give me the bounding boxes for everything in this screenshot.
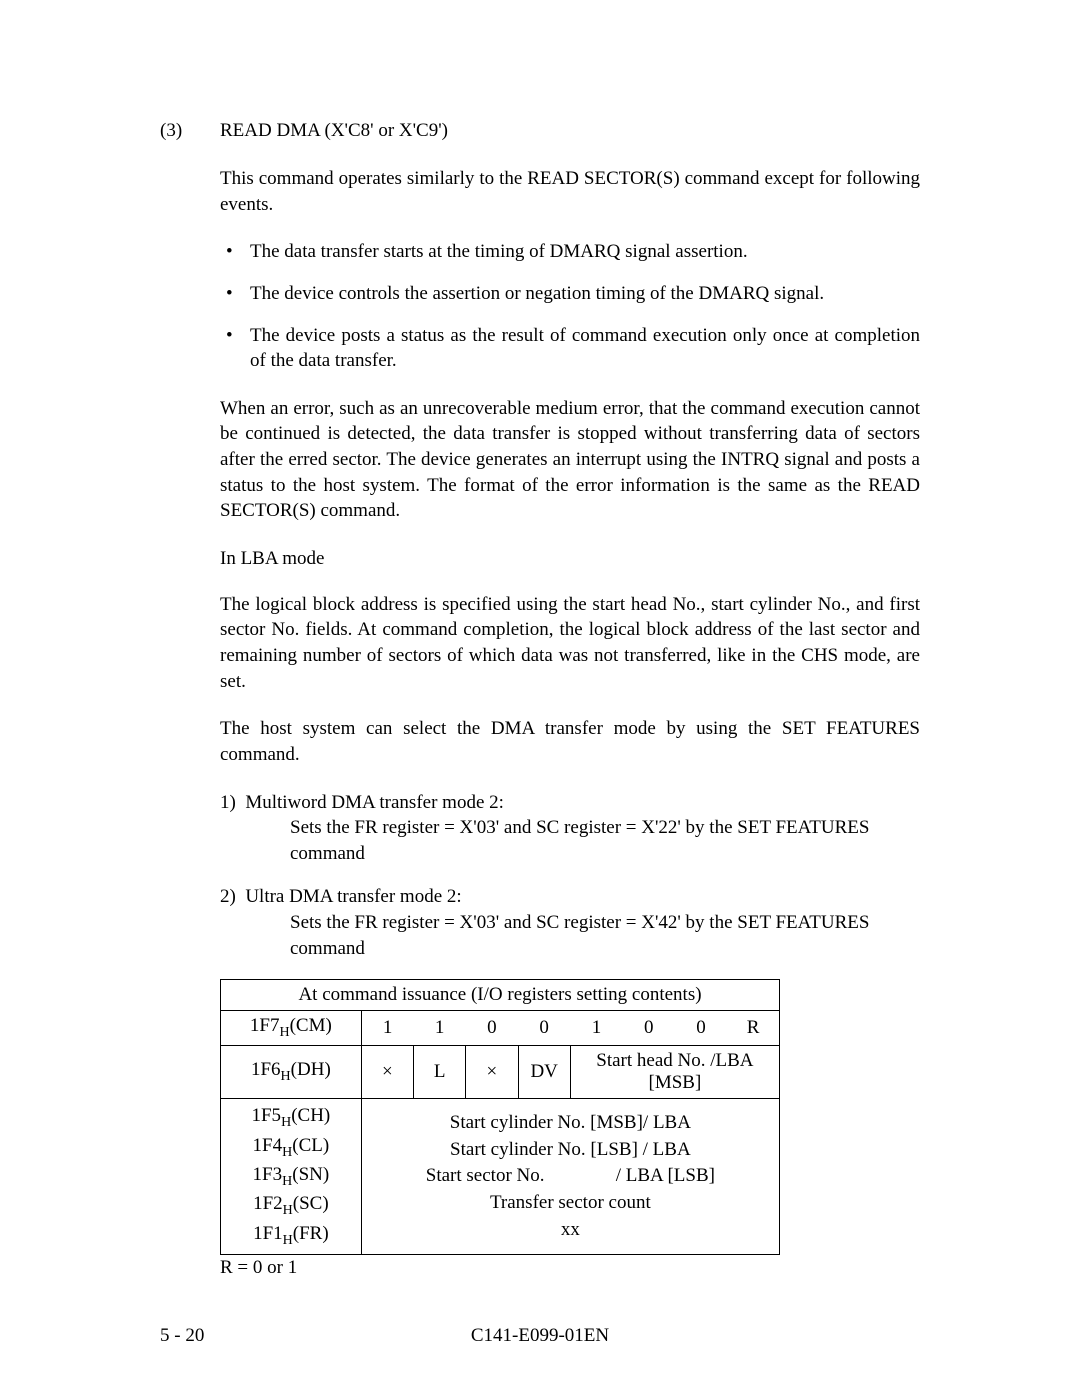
section-header: (3) READ DMA (X'C8' or X'C9') bbox=[160, 120, 920, 142]
mode-1-body: Sets the FR register = X'03' and SC regi… bbox=[220, 815, 920, 866]
bullet-icon: • bbox=[220, 323, 250, 374]
mode-num: 1) bbox=[220, 792, 236, 813]
mode-title: Multiword DMA transfer mode 2: bbox=[245, 792, 504, 813]
mode-1-heading: 1) Multiword DMA transfer mode 2: bbox=[220, 790, 920, 816]
mode-title: Ultra DMA transfer mode 2: bbox=[245, 886, 461, 907]
content-block: This command operates similarly to the R… bbox=[220, 166, 920, 961]
bit-cell: 0 bbox=[623, 1011, 675, 1046]
mode-2-heading: 2) Ultra DMA transfer mode 2: bbox=[220, 884, 920, 910]
bullet-item: • The device posts a status as the resul… bbox=[220, 323, 920, 374]
bit-cell: 1 bbox=[570, 1011, 622, 1046]
bit-cell: R bbox=[727, 1011, 779, 1046]
numbered-item: 2) Ultra DMA transfer mode 2: Sets the F… bbox=[220, 884, 920, 961]
bit-cell: 0 bbox=[675, 1011, 727, 1046]
reg-dh: 1F6H(DH) bbox=[221, 1046, 362, 1099]
mode-2-body: Sets the FR register = X'03' and SC regi… bbox=[220, 910, 920, 961]
bit-cell: 0 bbox=[518, 1011, 570, 1046]
head-cell: Start head No. /LBA [MSB] bbox=[570, 1046, 779, 1099]
bit-cell: L bbox=[414, 1046, 466, 1099]
table-row: At command issuance (I/O registers setti… bbox=[221, 980, 780, 1011]
bullet-text: The device controls the assertion or neg… bbox=[250, 281, 920, 307]
lba-mode-label: In LBA mode bbox=[220, 546, 920, 572]
bit-cell: 1 bbox=[414, 1011, 466, 1046]
bullet-item: • The data transfer starts at the timing… bbox=[220, 239, 920, 265]
table-row: 1F7H(CM) 1 1 0 0 1 0 0 R bbox=[221, 1011, 780, 1046]
multi-desc-cell: Start cylinder No. [MSB]/ LBA Start cyli… bbox=[361, 1099, 779, 1255]
lba-paragraph: The logical block address is specified u… bbox=[220, 592, 920, 695]
table-header: At command issuance (I/O registers setti… bbox=[221, 980, 780, 1011]
bit-cell: DV bbox=[518, 1046, 570, 1099]
bullet-list: • The data transfer starts at the timing… bbox=[220, 239, 920, 374]
bit-cell: × bbox=[361, 1046, 413, 1099]
table-row: 1F6H(DH) × L × DV Start head No. /LBA [M… bbox=[221, 1046, 780, 1099]
register-table: At command issuance (I/O registers setti… bbox=[220, 979, 780, 1255]
doc-id: C141-E099-01EN bbox=[471, 1325, 609, 1347]
bullet-text: The device posts a status as the result … bbox=[250, 323, 920, 374]
section-title: READ DMA (X'C8' or X'C9') bbox=[220, 120, 448, 142]
bit-cell: 0 bbox=[466, 1011, 518, 1046]
page-number: 5 - 20 bbox=[160, 1325, 204, 1347]
multi-reg-cell: 1F5H(CH) 1F4H(CL) 1F3H(SN) 1F2H(SC) 1F1H… bbox=[221, 1099, 362, 1255]
table-note: R = 0 or 1 bbox=[220, 1257, 920, 1279]
error-paragraph: When an error, such as an unrecoverable … bbox=[220, 396, 920, 524]
register-table-wrap: At command issuance (I/O registers setti… bbox=[220, 979, 920, 1255]
bullet-text: The data transfer starts at the timing o… bbox=[250, 239, 920, 265]
section-number: (3) bbox=[160, 120, 220, 142]
numbered-item: 1) Multiword DMA transfer mode 2: Sets t… bbox=[220, 790, 920, 867]
intro-paragraph: This command operates similarly to the R… bbox=[220, 166, 920, 217]
bullet-item: • The device controls the assertion or n… bbox=[220, 281, 920, 307]
table-row: 1F5H(CH) 1F4H(CL) 1F3H(SN) 1F2H(SC) 1F1H… bbox=[221, 1099, 780, 1255]
mode-num: 2) bbox=[220, 886, 236, 907]
page-footer: 5 - 20 C141-E099-01EN bbox=[0, 1325, 1080, 1347]
bullet-icon: • bbox=[220, 281, 250, 307]
bit-cell: × bbox=[466, 1046, 518, 1099]
bullet-icon: • bbox=[220, 239, 250, 265]
transfer-mode-paragraph: The host system can select the DMA trans… bbox=[220, 716, 920, 767]
bit-cell: 1 bbox=[361, 1011, 413, 1046]
reg-cm: 1F7H(CM) bbox=[221, 1011, 362, 1046]
